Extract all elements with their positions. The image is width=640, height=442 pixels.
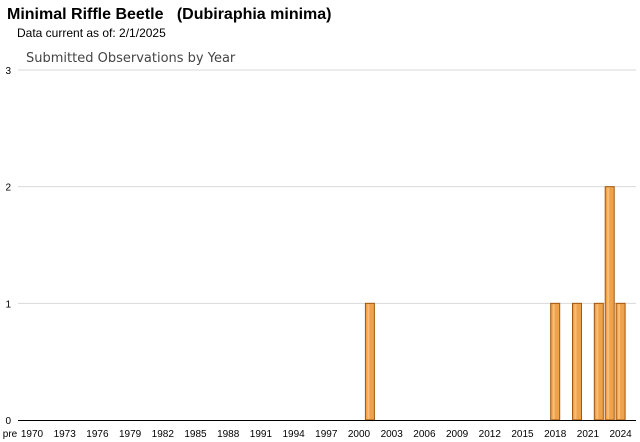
bar-2018	[550, 302, 561, 421]
y-tick-label: 3	[5, 66, 11, 77]
x-tick-label: 2003	[381, 429, 404, 440]
x-tick-label: 2012	[479, 429, 502, 440]
y-tick-label: 1	[5, 299, 11, 310]
y-tick-label: 2	[5, 183, 11, 194]
bar-highlight	[618, 304, 621, 419]
x-tick-label: 2006	[413, 429, 436, 440]
bar-2001	[364, 302, 375, 421]
x-tick-label: 1973	[54, 429, 77, 440]
bar-highlight	[607, 187, 610, 419]
bar-2020	[572, 302, 582, 421]
x-tick-label: 1979	[119, 429, 142, 440]
bar	[572, 302, 582, 421]
y-tick-labels: 0 1 2 3	[5, 66, 11, 427]
x-tick-label: 2009	[446, 429, 469, 440]
x-tick-label: 2000	[348, 429, 371, 440]
x-tick-label: 1991	[250, 429, 273, 440]
x-tick-label: 1988	[217, 429, 240, 440]
x-tick-label: 2018	[544, 429, 567, 440]
data-date-label: Data current as of: 2/1/2025	[17, 26, 166, 40]
bar-2024	[615, 302, 626, 421]
x-tick-label: 1982	[152, 429, 175, 440]
page-title: Minimal Riffle Beetle (Dubiraphia minima…	[7, 6, 332, 23]
bar-highlight	[574, 304, 577, 419]
x-tick-label: 1997	[315, 429, 338, 440]
x-tick-label: 1985	[184, 429, 207, 440]
x-tick-label: 1994	[282, 429, 305, 440]
x-tick-labels: pre 1970 1973 1976 1979 1982 1985 1988 1991 1994 1…	[3, 429, 632, 440]
bar-highlight	[596, 304, 599, 419]
bar-2022	[593, 302, 604, 421]
bar	[615, 302, 626, 421]
bar	[604, 186, 615, 421]
bar	[550, 302, 561, 421]
bar-highlight	[552, 304, 555, 419]
x-tick-label: 2024	[609, 429, 632, 440]
bar-highlight	[367, 304, 370, 419]
chart-title: Submitted Observations by Year	[26, 51, 236, 66]
y-tick-label: 0	[5, 416, 11, 427]
grid-layer	[18, 69, 636, 304]
x-tick-label: 1976	[86, 429, 109, 440]
bar	[593, 302, 604, 421]
bar	[364, 302, 375, 421]
x-tick-label: 1970	[21, 429, 44, 440]
x-tick-label: pre	[3, 429, 18, 440]
x-tick-label: 2021	[577, 429, 600, 440]
bar-2023	[604, 186, 615, 421]
x-tick-label: 2015	[511, 429, 534, 440]
